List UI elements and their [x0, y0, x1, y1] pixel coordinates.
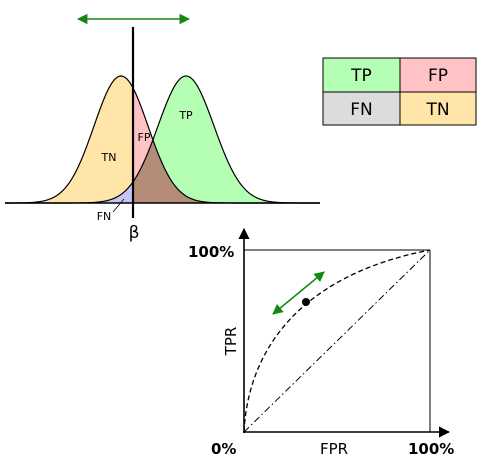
roc-diagonal [243, 249, 431, 433]
legend-tp-label: TP [350, 66, 372, 86]
tp-region [133, 76, 320, 203]
roc-x-axis-label: FPR [320, 440, 348, 458]
roc-operating-point [302, 298, 310, 306]
tn-label: TN [101, 151, 117, 164]
roc-curve [243, 249, 431, 433]
distribution-plot: β TN FP TP FN [5, 13, 320, 243]
confusion-matrix-legend: TP FP FN TN [322, 57, 477, 126]
roc-y-axis-label: TPR [222, 327, 240, 357]
legend-cell-fn: FN [322, 91, 401, 126]
legend-fn-label: FN [350, 100, 373, 120]
roc-y-top-tick: 100% [188, 243, 234, 261]
operating-point-arrow [272, 271, 325, 315]
legend-cell-fp: FP [399, 57, 477, 93]
roc-plot: 100% 0% 100% FPR TPR [188, 227, 454, 458]
legend-cell-tn: TN [399, 91, 477, 126]
legend-tn-label: TN [425, 100, 449, 120]
legend-cell-tp: TP [322, 57, 401, 93]
threshold-label: β [129, 223, 140, 243]
legend-fp-label: FP [428, 66, 448, 86]
overlap-region [133, 140, 320, 203]
roc-x-right-tick: 100% [408, 440, 454, 458]
roc-origin-tick: 0% [211, 440, 236, 458]
tp-label: TP [178, 109, 193, 122]
fp-label: FP [138, 131, 151, 144]
fn-label: FN [97, 210, 112, 223]
fn-region [5, 181, 133, 203]
fn-leader-line [112, 198, 125, 213]
